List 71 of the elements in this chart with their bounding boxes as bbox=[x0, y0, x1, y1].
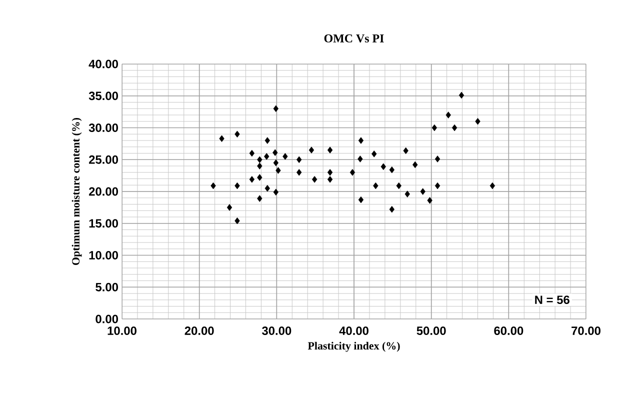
point bbox=[264, 153, 270, 160]
x-tick-label: 20.00 bbox=[184, 326, 214, 335]
point bbox=[372, 150, 377, 158]
point bbox=[226, 204, 232, 211]
point bbox=[257, 162, 262, 170]
point bbox=[273, 105, 278, 112]
x-tick-label: 40.00 bbox=[339, 326, 368, 335]
point bbox=[234, 182, 240, 190]
x-tick-label: 50.00 bbox=[416, 326, 446, 335]
y-tick-label: 35.00 bbox=[88, 92, 118, 100]
point bbox=[358, 196, 364, 204]
point bbox=[249, 176, 255, 183]
point bbox=[296, 156, 302, 164]
point bbox=[257, 195, 262, 202]
y-tick-label: 40.00 bbox=[88, 60, 118, 68]
y-tick-label: 5.00 bbox=[96, 282, 118, 292]
point bbox=[257, 156, 262, 164]
y-tick-label: 20.00 bbox=[88, 187, 118, 196]
point bbox=[434, 182, 440, 190]
point bbox=[312, 176, 318, 183]
point bbox=[434, 156, 440, 162]
point bbox=[219, 135, 224, 142]
point bbox=[420, 188, 426, 195]
point bbox=[350, 168, 356, 176]
x-tick-label: 30.00 bbox=[262, 326, 292, 336]
point bbox=[358, 156, 363, 162]
point bbox=[458, 92, 464, 99]
point bbox=[234, 217, 240, 224]
chart-title: OMC Vs PI bbox=[324, 34, 384, 43]
point bbox=[373, 182, 378, 190]
x-tick-label: 10.00 bbox=[108, 326, 136, 335]
point bbox=[234, 130, 240, 138]
point bbox=[296, 168, 302, 176]
point bbox=[257, 174, 262, 181]
point bbox=[264, 184, 270, 192]
point bbox=[327, 168, 333, 176]
x-tick-label: 60.00 bbox=[494, 326, 524, 335]
point bbox=[475, 118, 480, 125]
x-tick-label: 70.00 bbox=[572, 326, 600, 335]
point bbox=[358, 137, 364, 144]
point bbox=[380, 163, 386, 170]
y-tick-label: 25.00 bbox=[88, 155, 118, 164]
y-tick-label: 10.00 bbox=[89, 251, 118, 260]
point bbox=[404, 190, 410, 198]
y-axis-title: Optimum moisture content (%) bbox=[72, 118, 82, 265]
point bbox=[282, 153, 288, 160]
point bbox=[210, 182, 216, 190]
point bbox=[427, 197, 432, 204]
point bbox=[273, 159, 278, 166]
point bbox=[490, 182, 496, 190]
point bbox=[432, 124, 438, 132]
point bbox=[272, 149, 278, 156]
y-tick-label: 0.00 bbox=[96, 314, 118, 324]
point bbox=[446, 112, 451, 118]
point bbox=[308, 146, 314, 154]
point bbox=[389, 166, 394, 174]
point bbox=[452, 124, 458, 132]
point bbox=[249, 150, 255, 157]
point bbox=[396, 182, 402, 190]
x-axis-title: Plasticity index (%) bbox=[308, 342, 400, 352]
annotation: N = 56 bbox=[535, 296, 570, 304]
point bbox=[273, 188, 278, 196]
y-tick-label: 30.00 bbox=[88, 124, 118, 132]
point bbox=[403, 147, 408, 154]
y-tick-label: 15.00 bbox=[89, 219, 118, 228]
point bbox=[389, 206, 394, 213]
point bbox=[412, 161, 418, 168]
point bbox=[264, 137, 270, 144]
point bbox=[327, 146, 333, 154]
point bbox=[276, 167, 281, 174]
point bbox=[327, 176, 333, 183]
